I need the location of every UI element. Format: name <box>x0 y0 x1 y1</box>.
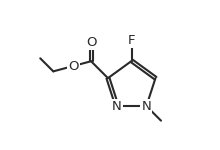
Text: N: N <box>112 100 122 112</box>
Text: F: F <box>128 34 136 47</box>
Text: O: O <box>68 60 79 72</box>
Text: N: N <box>141 100 151 112</box>
Text: O: O <box>86 36 96 49</box>
